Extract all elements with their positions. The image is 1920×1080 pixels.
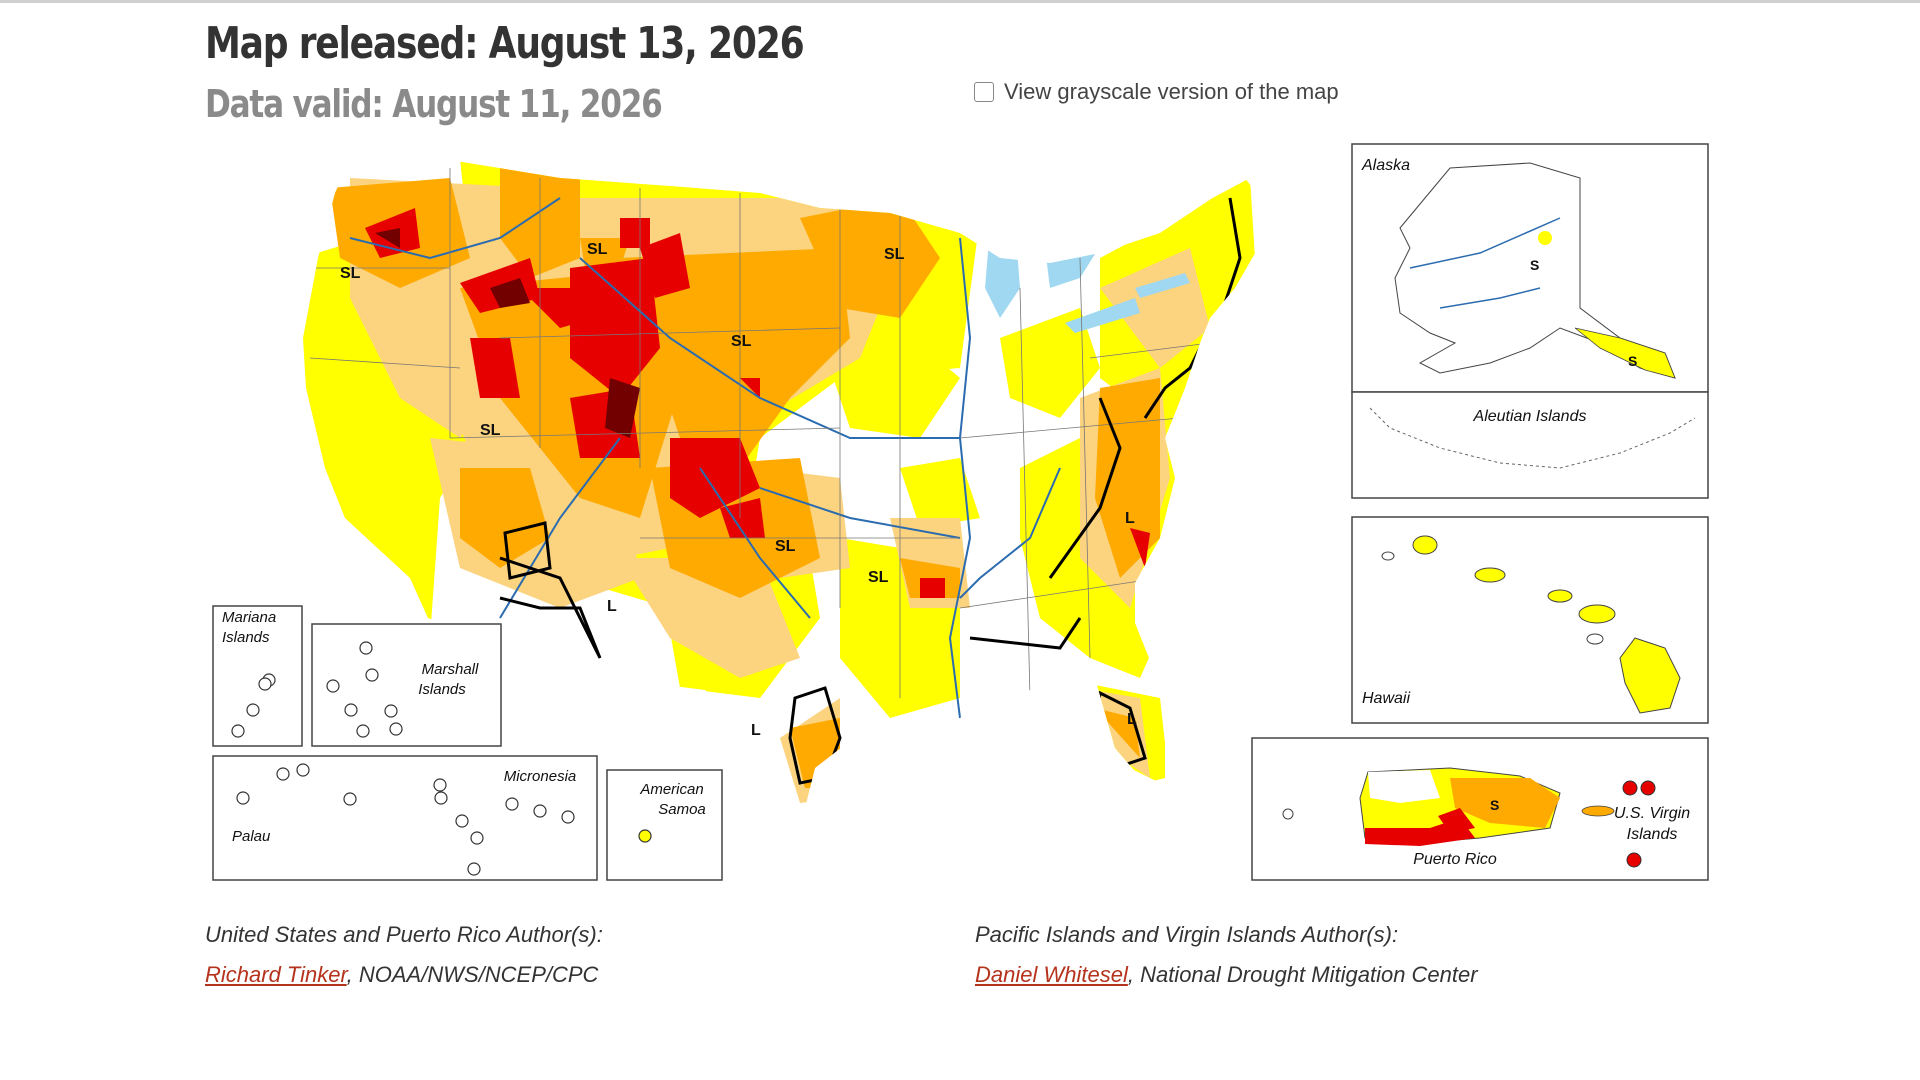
impact-label-sl-7: SL [868,569,889,586]
virgin-islands-label-1: U.S. Virgin [1614,805,1690,822]
aleutian-label: Aleutian Islands [1473,408,1587,425]
pacific-authors: Pacific Islands and Virgin Islands Autho… [975,922,1478,988]
pacific-author-org: , National Drought Mitigation Center [1127,962,1478,987]
impact-label-l-1: L [607,598,617,615]
marshall-label-1: Marshall [422,661,479,678]
impact-label-sl-2: SL [587,241,608,258]
alaska-inset: Alaska S S [1351,143,1709,393]
mariana-label-2: Islands [222,629,270,646]
impact-label-s-ak1: S [1530,257,1539,273]
impact-label-s-pr: S [1490,797,1499,813]
impact-outlines [499,197,1242,785]
puerto-rico-label: Puerto Rico [1413,851,1497,868]
samoa-label-1: American [639,781,703,798]
us-author-org: , NOAA/NWS/NCEP/CPC [346,962,599,987]
drought-map: SL SL SL SL SL SL SL SL SL L L L L L Ala… [200,138,1720,890]
impact-label-sl-1: SL [340,265,361,282]
mariana-inset: Mariana Islands [212,605,303,747]
us-author-link[interactable]: Richard Tinker [205,962,347,987]
impact-label-l-2: L [751,722,761,739]
impact-label-sl-4: SL [731,333,752,350]
pacific-author-link[interactable]: Daniel Whitesel [975,962,1128,987]
samoa-label-2: Samoa [658,801,706,818]
grayscale-toggle[interactable]: View grayscale version of the map [974,79,1339,105]
micronesia-inset: Micronesia Palau [212,755,598,881]
us-authors-heading: United States and Puerto Rico Author(s): [205,922,603,947]
palau-label: Palau [232,828,271,845]
grayscale-label: View grayscale version of the map [1004,79,1339,104]
micronesia-label: Micronesia [504,768,577,785]
aleutian-inset: Aleutian Islands [1351,391,1709,499]
impact-label-sl-3: SL [884,246,905,263]
impact-label-l-5: L [1206,372,1216,389]
impact-labels: SL SL SL SL SL SL SL SL SL L L L L L [340,228,1311,788]
impact-label-s-ak2: S [1628,353,1637,369]
mariana-label-1: Mariana [222,609,276,626]
marshall-label-2: Islands [418,681,466,698]
state-lines [303,168,1251,699]
puerto-rico-inset: S Puerto Rico U.S. Virgin Islands [1251,737,1709,881]
top-border [0,0,1920,3]
data-valid-date: Data valid: August 11, 2026 [205,82,663,126]
pacific-authors-heading: Pacific Islands and Virgin Islands Autho… [975,922,1399,947]
impact-label-sl-6: SL [775,538,796,555]
grayscale-checkbox[interactable] [974,82,994,102]
impact-label-sl-8: SL [1290,228,1311,245]
hawaii-inset: Hawaii [1351,516,1709,724]
alaska-label: Alaska [1361,157,1410,174]
impact-label-l-4: L [1127,711,1137,728]
impact-label-sl-9: SL [737,771,758,788]
d4-areas [375,228,640,438]
d3-areas [365,208,1150,598]
us-authors: United States and Puerto Rico Author(s):… [205,922,603,988]
impact-label-l-3: L [1125,510,1135,527]
impact-label-sl-5: SL [480,422,501,439]
virgin-islands-label-2: Islands [1627,826,1678,843]
marshall-inset: Marshall Islands [311,623,502,747]
hawaii-label: Hawaii [1362,690,1410,707]
samoa-inset: American Samoa [606,769,723,881]
page-title: Map released: August 13, 2026 [205,18,805,69]
